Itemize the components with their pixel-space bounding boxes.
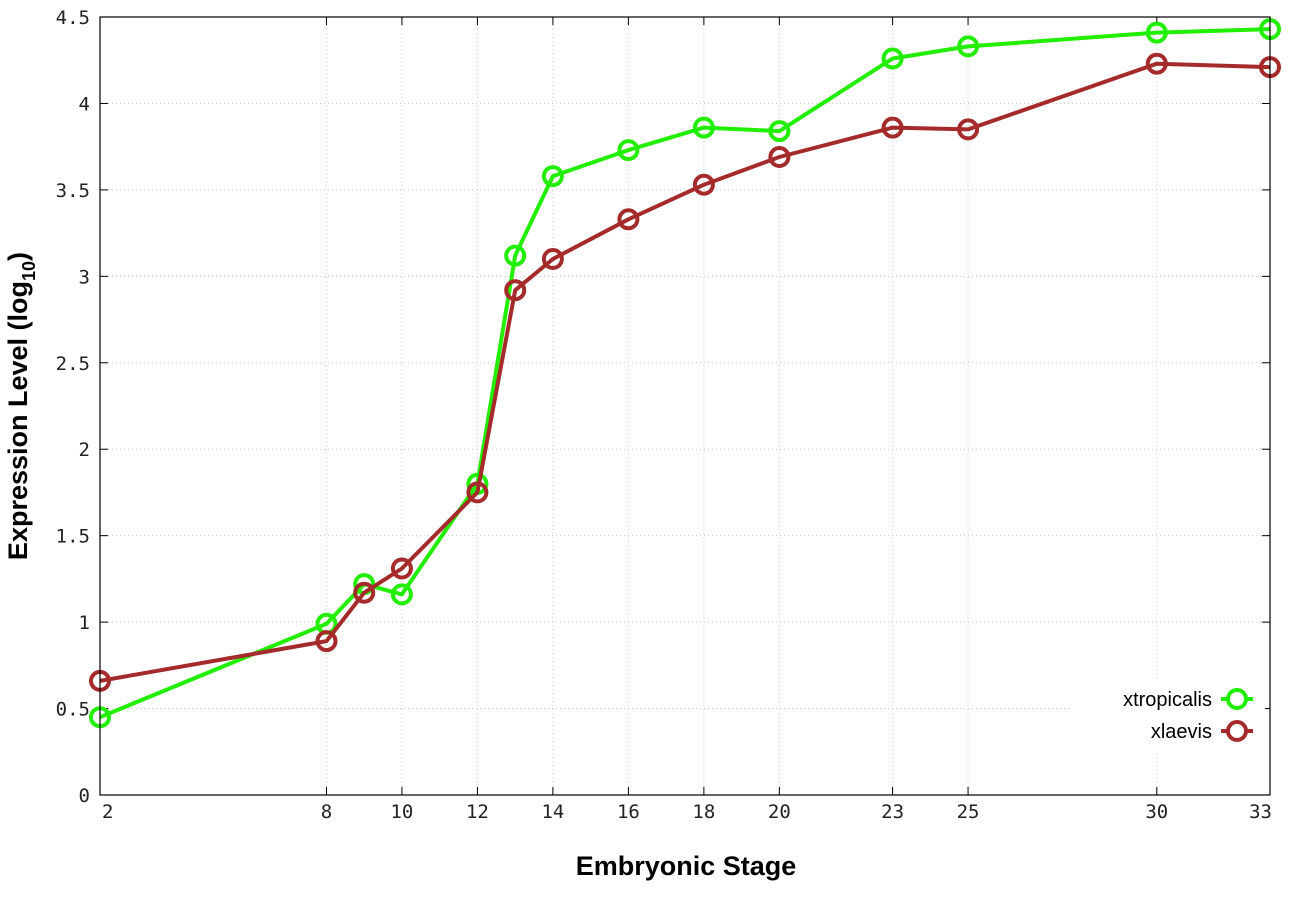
- y-axis-title-main: Expression Level (log: [3, 281, 33, 560]
- data-point-xtropicalis: [881, 47, 904, 70]
- data-point-xtropicalis: [768, 120, 791, 143]
- y-tick-label: 2.5: [56, 353, 90, 375]
- x-tick-label: 18: [692, 801, 715, 823]
- x-tick-label: 16: [617, 801, 640, 823]
- data-point-xlaevis: [541, 248, 564, 270]
- y-tick-label: 3.5: [56, 180, 90, 202]
- x-tick-label: 20: [768, 801, 791, 823]
- data-point-xlaevis: [957, 118, 980, 141]
- plot-frame: [99, 16, 1271, 796]
- data-point-xlaevis: [353, 581, 376, 604]
- x-tick-label: 14: [541, 801, 564, 823]
- data-point-xlaevis: [390, 557, 413, 580]
- y-tick-label: 0: [79, 785, 90, 807]
- y-tick-label: 3: [79, 266, 90, 288]
- y-axis-title: Expression Level (log10): [3, 252, 39, 560]
- data-point-xlaevis: [466, 481, 489, 504]
- series-xtropicalis: [89, 18, 1281, 729]
- x-tick-label: 2: [102, 801, 113, 823]
- x-tick-label: 30: [1145, 801, 1168, 823]
- series-line-xlaevis: [99, 61, 1271, 683]
- series-xlaevis: [89, 52, 1281, 692]
- y-tick-label: 4.5: [56, 7, 90, 29]
- data-point-xtropicalis: [504, 244, 527, 267]
- y-tick-label: 1: [79, 612, 90, 634]
- y-axis-title-suffix: ): [3, 252, 33, 261]
- x-axis-title: Embryonic Stage: [576, 851, 797, 881]
- legend-label-xtropicalis: xtropicalis: [1123, 689, 1212, 711]
- data-point-xlaevis: [504, 279, 527, 302]
- y-tick-label: 1.5: [56, 526, 90, 548]
- x-tick-labels: 2 8 10 12 14 16 18 20 23 25 30 33: [102, 801, 1272, 823]
- data-point-xtropicalis: [390, 583, 413, 606]
- x-tick-label: 8: [321, 801, 332, 823]
- legend-marker-xtropicalis: [1226, 688, 1248, 710]
- legend-label-xlaevis: xlaevis: [1151, 721, 1212, 743]
- legend-marker-xlaevis: [1226, 720, 1248, 742]
- legend: xtropicalis xlaevis: [1070, 680, 1265, 750]
- series-line-xtropicalis: [99, 27, 1271, 720]
- x-tick-label: 33: [1249, 801, 1272, 823]
- data-point-xtropicalis: [1145, 21, 1168, 44]
- data-point-xtropicalis: [692, 116, 715, 139]
- data-point-xlaevis: [768, 146, 791, 168]
- data-point-xlaevis: [315, 630, 338, 653]
- grid: [100, 17, 1270, 795]
- y-tick-label: 4: [79, 93, 90, 115]
- data-point-xlaevis: [692, 173, 715, 196]
- data-point-xtropicalis: [617, 139, 640, 162]
- data-point-xtropicalis: [541, 165, 564, 188]
- x-tick-label: 23: [881, 801, 904, 823]
- x-tick-label: 25: [957, 801, 980, 823]
- x-tick-label: 12: [466, 801, 489, 823]
- y-tick-label: 2: [79, 439, 90, 461]
- series-layer: [89, 18, 1281, 729]
- y-tick-label: 0.5: [56, 699, 90, 721]
- data-point-xlaevis: [881, 116, 904, 139]
- y-axis-title-subscript: 10: [19, 261, 39, 281]
- data-point-xlaevis: [617, 208, 640, 231]
- data-point-xlaevis: [1145, 52, 1168, 75]
- y-tick-labels: 0 0.5 1 1.5 2 2.5 3 3.5 4 4.5: [56, 7, 90, 807]
- x-tick-label: 10: [390, 801, 413, 823]
- data-point-xtropicalis: [957, 35, 980, 58]
